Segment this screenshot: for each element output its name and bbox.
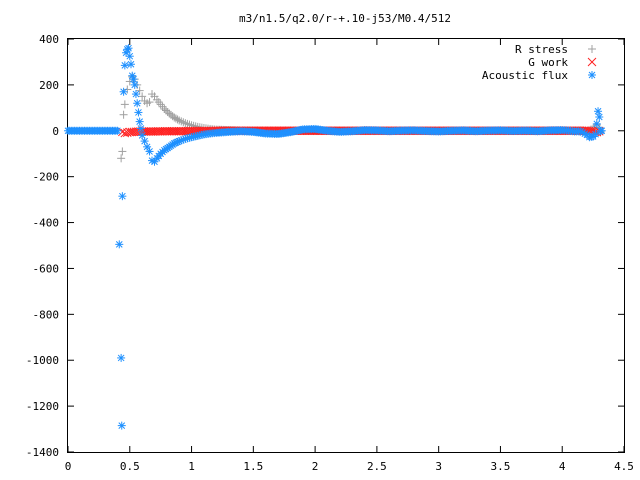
x-tick-label: 0.5 (120, 460, 140, 473)
series-1 (117, 72, 605, 163)
data-point (115, 240, 124, 249)
data-point (129, 75, 138, 84)
y-tick-label: -400 (33, 217, 60, 230)
y-tick-label: 400 (39, 33, 59, 46)
data-point (125, 52, 134, 61)
legend-label: R stress (515, 43, 568, 56)
data-point (179, 118, 188, 127)
data-point (127, 60, 136, 69)
y-tick-label: -200 (33, 171, 60, 184)
data-point (120, 61, 129, 70)
data-point (118, 147, 127, 156)
x-tick-label: 4.5 (614, 460, 634, 473)
data-point (131, 90, 140, 99)
data-point (135, 117, 144, 126)
x-tick-label: 3 (435, 460, 442, 473)
data-point (158, 102, 167, 111)
data-point (135, 86, 144, 95)
data-point (119, 110, 128, 119)
data-point (145, 98, 154, 107)
y-tick-label: -1000 (26, 354, 59, 367)
y-tick-label: -600 (33, 262, 60, 275)
data-point (597, 126, 606, 135)
data-point (117, 154, 126, 163)
y-tick-label: 0 (52, 125, 59, 138)
data-point (143, 142, 152, 151)
data-point (183, 119, 192, 128)
x-tick-label: 2.5 (367, 460, 387, 473)
y-tick-label: -1400 (26, 446, 59, 459)
data-point (133, 99, 142, 108)
x-tick-label: 1 (188, 460, 195, 473)
legend-marker (587, 57, 597, 67)
data-point (120, 100, 129, 109)
x-tick-label: 2 (312, 460, 319, 473)
data-point (124, 44, 133, 53)
data-point (117, 353, 126, 362)
x-tick-label: 4 (559, 460, 566, 473)
x-tick-label: 0 (65, 460, 72, 473)
data-point (594, 107, 603, 116)
legend-marker (588, 71, 596, 79)
data-point (181, 119, 190, 128)
data-point (145, 147, 154, 156)
data-point (591, 130, 600, 139)
data-point (595, 113, 604, 122)
plot-frame (67, 38, 625, 453)
data-point (136, 124, 145, 133)
y-tick-label: -800 (33, 308, 60, 321)
data-point (592, 119, 601, 128)
chart-title: m3/n1.5/q2.0/r-+.10-j53/M0.4/512 (239, 12, 451, 25)
data-point (173, 115, 182, 124)
data-point (156, 100, 165, 109)
data-point (118, 192, 127, 201)
data-point (130, 80, 139, 89)
x-tick-label: 1.5 (243, 460, 263, 473)
legend-marker (588, 45, 596, 53)
data-point (117, 421, 126, 430)
data-point (154, 98, 163, 107)
data-point (171, 114, 180, 123)
legend-label: Acoustic flux (482, 69, 568, 82)
data-point (170, 113, 179, 122)
data-point (138, 92, 147, 101)
data-point (119, 87, 128, 96)
y-tick-label: -1200 (26, 400, 59, 413)
y-tick-label: 200 (39, 79, 59, 92)
series-3 (64, 44, 606, 430)
plot-series (64, 44, 606, 430)
axis-ticks: 0 0.5 1 1.5 2 2.5 3 3.5 4 4.5 400 200 0 -200 -400 -600 -… (26, 33, 634, 473)
data-point (177, 117, 186, 126)
data-point (113, 126, 122, 135)
data-point (175, 116, 184, 125)
data-point (134, 108, 143, 117)
x-tick-label: 3.5 (491, 460, 511, 473)
data-point (128, 71, 137, 80)
legend-label: G work (528, 56, 568, 69)
